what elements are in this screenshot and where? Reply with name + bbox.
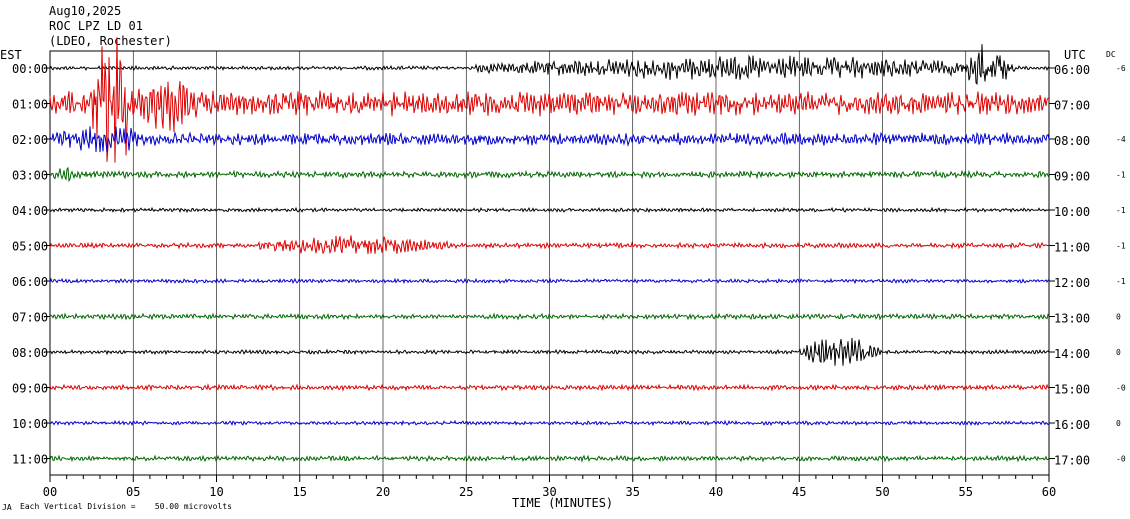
est-hour-label: 02:00 — [12, 133, 48, 147]
utc-hour-label: 16:00 — [1054, 418, 1090, 432]
est-hour-label: 08:00 — [12, 346, 48, 360]
trace-line — [49, 206, 1050, 214]
trace-line — [49, 277, 1050, 285]
utc-hour-label: 12:00 — [1054, 276, 1090, 290]
dc-offset-label: -1 — [1116, 206, 1126, 215]
x-tick-label: 25 — [459, 485, 473, 499]
x-tick-label: 10 — [209, 485, 223, 499]
x-tick-label: 30 — [542, 485, 556, 499]
dc-offset-label: -1 — [1116, 277, 1126, 286]
utc-hour-label: 10:00 — [1054, 205, 1090, 219]
est-hour-label: 06:00 — [12, 275, 48, 289]
x-tick-label: 60 — [1042, 485, 1056, 499]
utc-hour-label: 13:00 — [1054, 312, 1090, 326]
est-hour-label: 07:00 — [12, 311, 48, 325]
est-label: EST — [0, 48, 22, 62]
trace-line — [49, 166, 1050, 183]
x-tick-label: 00 — [43, 485, 57, 499]
chart-grid — [44, 50, 1055, 482]
trace-line — [49, 454, 1050, 463]
station-code: ROC LPZ LD 01 — [49, 19, 143, 33]
x-tick-label: 50 — [875, 485, 889, 499]
est-hour-label: 11:00 — [12, 453, 48, 467]
dc-offset-label: 0 — [1116, 419, 1121, 428]
est-hour-label: 05:00 — [12, 240, 48, 254]
est-hour-label: 04:00 — [12, 204, 48, 218]
scale-note: Each Vertical Division = 50.00 microvolt… — [20, 502, 232, 511]
dc-offset-label: -4 — [1116, 135, 1126, 144]
utc-hour-label: 11:00 — [1054, 241, 1090, 255]
x-tick-label: 40 — [709, 485, 723, 499]
utc-label: UTC — [1064, 48, 1086, 62]
x-tick-label: 15 — [293, 485, 307, 499]
utc-hour-label: 14:00 — [1054, 347, 1090, 361]
dc-offset-label: 0 — [1116, 348, 1121, 357]
utc-hour-label: 06:00 — [1054, 63, 1090, 77]
x-tick-label: 20 — [376, 485, 390, 499]
trace-line — [49, 37, 1049, 163]
est-hour-label: 09:00 — [12, 382, 48, 396]
utc-hour-label: 09:00 — [1054, 170, 1090, 184]
trace-line — [49, 312, 1050, 321]
dc-offset-label: -0 — [1116, 384, 1126, 393]
utc-hour-label: 08:00 — [1054, 134, 1090, 148]
est-hour-label: 03:00 — [12, 169, 48, 183]
trace-line — [49, 235, 1050, 255]
trace-line — [49, 419, 1050, 427]
dc-label: DC — [1106, 50, 1116, 59]
dc-offset-label: -0 — [1116, 455, 1126, 464]
dc-offset-label: -1 — [1116, 171, 1126, 180]
utc-hour-label: 07:00 — [1054, 99, 1090, 113]
est-hour-label: 10:00 — [12, 417, 48, 431]
x-tick-label: 35 — [626, 485, 640, 499]
dc-offset-label: -6 — [1116, 64, 1126, 73]
x-tick-label: 05 — [126, 485, 140, 499]
est-hour-label: 01:00 — [12, 98, 48, 112]
x-tick-label: 55 — [959, 485, 973, 499]
trace-line — [49, 126, 1050, 153]
trace-line — [49, 337, 1050, 366]
record-date: Aug10,2025 — [49, 4, 122, 18]
dc-offset-label: 0 — [1116, 313, 1121, 322]
trace-line — [49, 383, 1050, 392]
utc-hour-label: 17:00 — [1054, 454, 1090, 468]
station-network: (LDEO, Rochester) — [49, 34, 172, 48]
est-hour-label: 00:00 — [12, 62, 48, 76]
trace-line — [49, 44, 1050, 85]
scale-prefix: JA — [2, 503, 12, 512]
seismic-traces — [49, 37, 1050, 463]
x-axis-label: TIME (MINUTES) — [512, 496, 614, 510]
x-tick-label: 45 — [792, 485, 806, 499]
dc-offset-label: -1 — [1116, 242, 1126, 251]
utc-hour-label: 15:00 — [1054, 383, 1090, 397]
